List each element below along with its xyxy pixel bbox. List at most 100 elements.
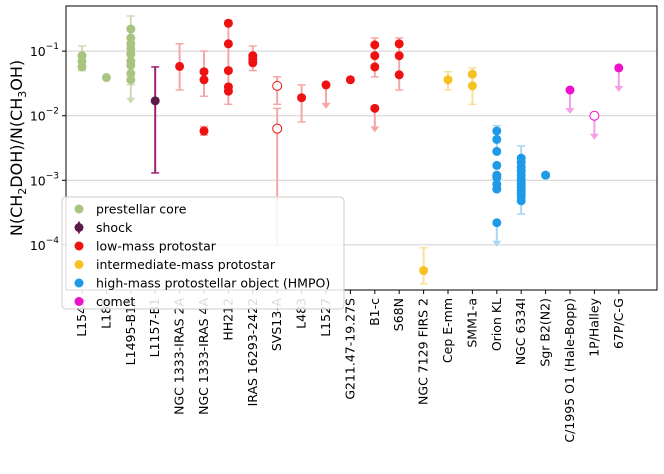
data-point-open [272,80,283,91]
x-tick-label: Sgr B2(N2) [538,298,553,367]
legend: prestellar core shock low-mass protostar in… [61,196,345,310]
data-point [394,39,404,49]
x-tick-label: B1-c [367,298,382,326]
data-point [321,80,331,90]
y-axis-ticks: 10−410−310−210−1 [30,42,66,253]
x-tick-label: SMM1-a [464,298,479,348]
data-point [297,93,307,103]
upper-limit-arrowhead [492,240,502,247]
x-axis-ticks: L1544 L183 L1495-B10 L1157-B1 NGC 1333-IRAS … [74,290,626,443]
y-tick-base: 10 [30,238,46,253]
data-point [492,173,502,183]
legend-label: comet [96,294,135,309]
data-points [77,18,624,276]
data-point [541,170,551,180]
data-point [248,58,258,68]
data-point [419,266,429,276]
data-point [175,61,185,71]
data-point [77,62,87,72]
x-tick-label: NGC 1333-IRAS 4A [196,298,211,415]
data-point [199,75,209,85]
legend-label: intermediate-mass protostar [96,257,276,272]
legend-marker [74,241,84,251]
data-point [126,49,136,59]
data-point [199,67,209,77]
y-label-part: 3 [16,91,29,98]
y-tick-label: 10−1 [30,42,59,59]
legend-label: high-mass protostellar object (HMPO) [96,276,330,291]
data-point [223,66,233,76]
data-point [492,218,502,228]
data-point-open [589,110,600,121]
data-point [492,146,502,156]
y-tick-base: 10 [30,44,46,59]
legend-marker [74,297,84,306]
data-point [394,51,404,61]
legend-marker [74,204,84,214]
legend-marker [74,223,84,232]
legend-marker [74,278,84,288]
x-tick-label: NGC 6334I [513,298,528,365]
x-tick-label: NGC 1333-IRAS 2A [172,298,187,415]
data-point [443,75,453,85]
y-tick-exponent: −4 [46,236,60,246]
legend-label: shock [96,220,133,235]
x-tick-label: 67P/C-G [611,298,626,349]
data-point [565,85,575,95]
gridlines [66,50,657,246]
plot-frame [65,5,658,291]
x-tick-label: L1157-B1 [147,298,162,357]
data-point [370,103,380,113]
y-tick-base: 10 [30,173,46,188]
upper-limit-arrowhead [614,85,624,92]
x-tick-label: C/1995 O1 (Hale-Bopp) [562,298,577,443]
x-tick-label: IRAS 16293-2422 [245,298,260,406]
y-tick-label: 10−3 [30,171,59,188]
data-point-open [272,123,283,134]
data-point [101,73,111,83]
legend-label: prestellar core [96,202,187,217]
upper-limit-arrowhead [321,102,331,109]
x-tick-label: G211.47-19.27S [342,298,357,400]
upper-limit-arrowhead [565,108,575,115]
data-point [126,75,136,85]
data-point [492,134,502,144]
x-tick-label: S68N [391,298,406,331]
data-point [345,75,355,85]
legend-box [61,196,345,310]
data-point [223,39,233,49]
y-tick-exponent: −3 [46,171,59,181]
y-label-part: 2 [16,188,29,195]
y-tick-exponent: −2 [46,107,59,117]
y-tick-exponent: −1 [46,42,59,52]
data-point [394,70,404,80]
data-point [467,69,477,79]
data-point [467,81,477,91]
x-tick-label: Orion KL [489,298,504,351]
y-label-part: DOH)/N(CH [7,98,26,188]
y-tick-base: 10 [30,109,46,124]
x-tick-label: NGC 7129 FIRS 2 [416,298,431,405]
error-bars [78,15,624,285]
data-point [126,24,136,34]
upper-limit-arrowhead [126,97,136,104]
upper-limit-arrowhead [589,133,599,140]
y-label-part: OH) [7,60,26,91]
legend-marker [74,260,84,269]
y-tick-label: 10−2 [30,107,59,124]
y-axis-label: N(CH2DOH)/N(CH3OH) [7,60,29,236]
x-tick-label: 1P/Halley [586,297,601,356]
data-point [370,51,380,61]
data-point [126,60,136,70]
data-point [492,184,502,194]
data-point [150,96,160,106]
upper-limit-arrowhead [370,126,380,133]
legend-label: low-mass protostar [96,239,217,254]
data-point [370,62,380,72]
data-point [370,40,380,50]
data-point [492,160,502,170]
data-point [223,86,233,96]
data-point [516,196,526,206]
x-tick-label: L1495-B10 [123,298,138,365]
